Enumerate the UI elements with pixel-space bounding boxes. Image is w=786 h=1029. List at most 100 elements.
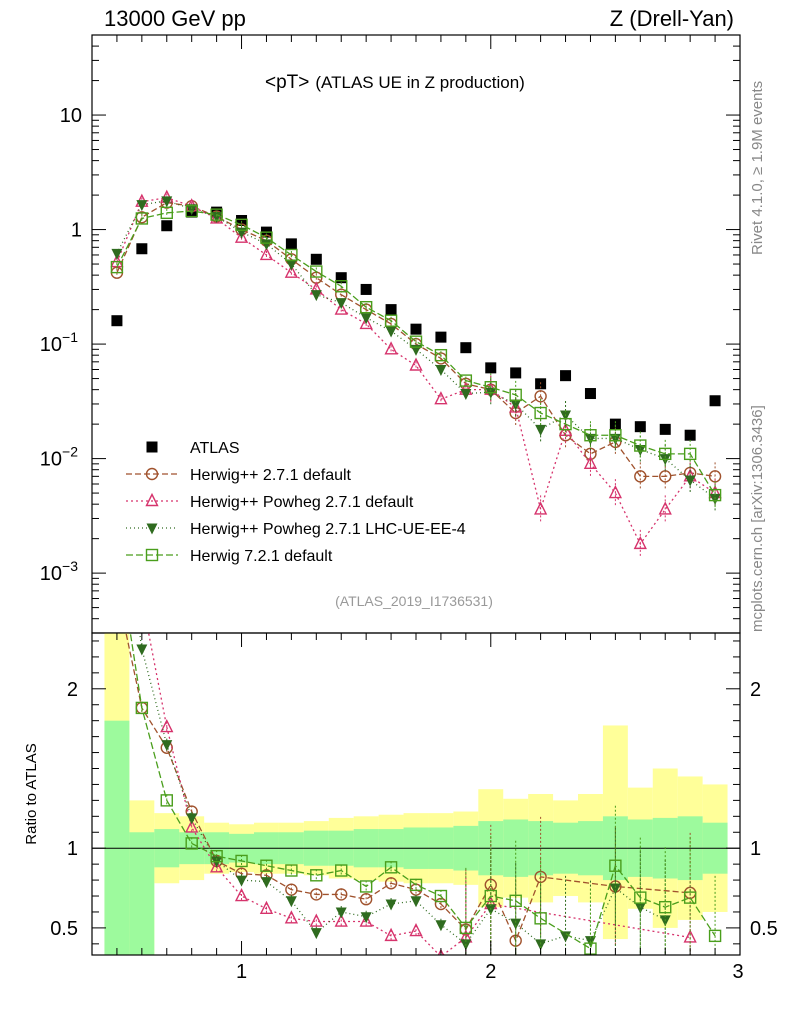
legend-item: ATLAS — [146, 440, 240, 457]
data-point — [335, 280, 348, 293]
data-point — [234, 229, 249, 243]
ratio-point — [334, 913, 348, 927]
data-point — [285, 259, 297, 271]
tick-exponent: −3 — [62, 558, 78, 574]
data-point — [535, 424, 547, 436]
data-point — [136, 200, 148, 212]
header-right: Z (Drell-Yan) — [610, 6, 734, 31]
ratio-y-tick-labels: 0.5 0.5 1 1 2 2 — [50, 679, 778, 940]
ratio-point — [434, 889, 448, 903]
data-point — [136, 243, 148, 255]
ratio-point — [510, 918, 522, 930]
ratio-point — [235, 854, 248, 868]
data-point — [584, 429, 597, 442]
ratio-point — [359, 880, 373, 893]
data-point — [385, 304, 397, 316]
tick-base: 1 — [71, 220, 82, 242]
data-point — [211, 212, 223, 224]
ratio-point — [309, 913, 323, 927]
ratio-point — [335, 907, 347, 919]
ratio-point — [335, 888, 348, 901]
series-line — [116, 196, 716, 546]
data-point — [435, 364, 447, 376]
data-point — [533, 501, 548, 515]
ratio-x-tick-label: 1 — [236, 961, 247, 983]
ratio-point — [484, 889, 497, 903]
data-point — [310, 265, 323, 278]
data-point — [534, 390, 547, 403]
data-point — [285, 248, 298, 262]
tick-base: 10 — [40, 449, 62, 471]
data-point — [484, 381, 497, 394]
data-point — [185, 204, 198, 218]
ratio-point — [160, 794, 173, 807]
data-point — [160, 206, 173, 220]
data-point — [310, 253, 322, 265]
series-3 — [111, 196, 721, 513]
data-point — [236, 214, 248, 226]
ratio-y-tick-label-right: 1 — [750, 838, 761, 860]
ratio-point — [384, 861, 398, 874]
data-point — [633, 535, 647, 550]
main-y-tick-label: 1 — [71, 220, 82, 242]
tick-exponent: −2 — [62, 444, 78, 460]
ratio-point — [708, 929, 722, 943]
data-point — [634, 439, 647, 452]
data-point — [384, 341, 398, 355]
series-4 — [110, 204, 722, 510]
ratio-point — [161, 740, 173, 752]
data-point — [409, 335, 423, 348]
ratio-point — [209, 859, 224, 873]
chart-subtitle: (ATLAS UE in Z production) — [315, 73, 524, 92]
data-point — [359, 300, 373, 314]
data-point — [260, 231, 273, 244]
data-point — [485, 362, 497, 374]
data-point — [186, 204, 198, 216]
data-point — [434, 391, 448, 405]
chart-title: <pT> (ATLAS UE in Z production) — [265, 72, 525, 93]
ratio-point — [683, 891, 697, 904]
ratio-point — [509, 894, 522, 908]
main-y-tick-label: 10−1 — [40, 329, 78, 356]
ratio-point — [135, 701, 149, 715]
legend-label: Herwig++ Powheg 2.7.1 LHC-UE-EE-4 — [190, 521, 466, 538]
ratio-point — [310, 888, 323, 901]
legend-marker — [146, 441, 158, 453]
ratio-point — [310, 928, 322, 940]
ratio-point — [410, 896, 422, 908]
data-point — [584, 433, 596, 445]
data-point — [659, 423, 671, 435]
ratio-panel: 0.5 0.5 1 1 2 2 1 2 3 Ratio to ATLAS — [23, 632, 778, 983]
data-point — [335, 298, 347, 310]
legend-item: Herwig++ Powheg 2.7.1 LHC-UE-EE-4 — [126, 521, 466, 538]
data-point — [111, 248, 123, 260]
tick-base: 10 — [60, 105, 82, 127]
data-point — [434, 348, 448, 362]
data-point — [658, 501, 672, 515]
legend-label: ATLAS — [190, 440, 240, 457]
series-0 — [111, 206, 721, 441]
data-point — [583, 455, 598, 470]
data-point — [359, 315, 373, 330]
legend: ATLAS Herwig++ 2.7.1 default Herwig++ Powh… — [126, 440, 466, 565]
data-point — [360, 283, 372, 295]
legend-marker — [145, 467, 159, 481]
data-point — [459, 374, 473, 387]
tick-base: 10 — [40, 563, 62, 585]
legend-item: Herwig++ Powheg 2.7.1 default — [126, 492, 414, 511]
ratio-frame — [91, 632, 741, 956]
data-point — [634, 421, 646, 433]
data-point — [310, 290, 322, 302]
ratio-x-tick-labels: 1 2 3 — [236, 961, 744, 983]
tick-exponent: −1 — [62, 329, 78, 345]
data-point — [708, 488, 722, 502]
ratio-point — [360, 912, 372, 924]
chart-title-main: <pT> — [265, 72, 309, 93]
ratio-point — [609, 883, 621, 895]
ratio-point — [384, 877, 398, 890]
main-series-group — [110, 189, 722, 558]
data-point — [161, 196, 173, 208]
data-point — [659, 447, 672, 461]
data-point — [584, 388, 596, 400]
